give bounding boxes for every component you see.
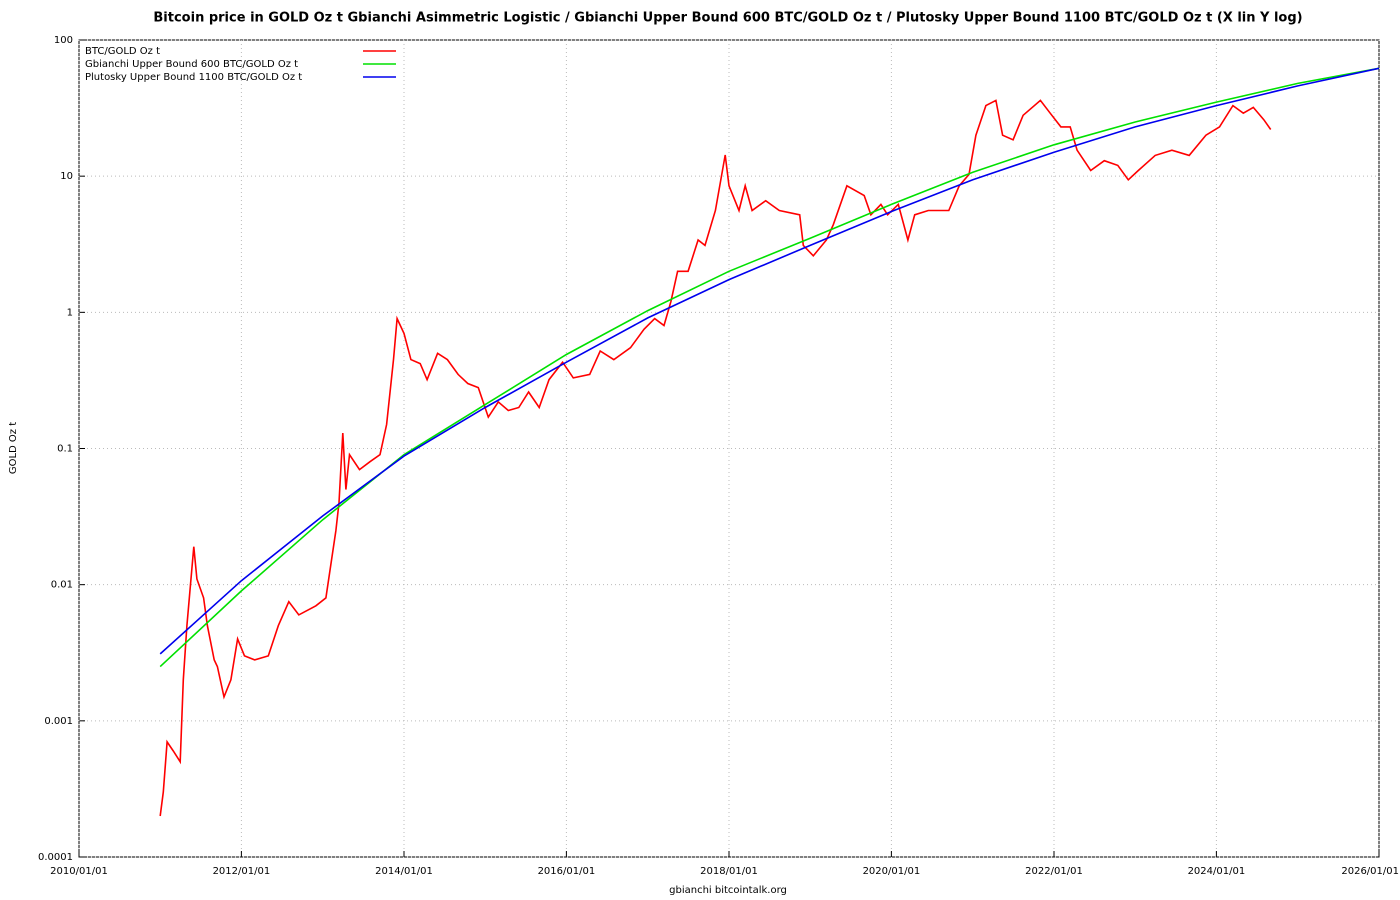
y-tick-label: 100: [54, 35, 73, 46]
x-tick-label: 2010/01/01: [50, 866, 108, 877]
legend-label: Gbianchi Upper Bound 600 BTC/GOLD Oz t: [85, 59, 298, 70]
chart-title: Bitcoin price in GOLD Oz t Gbianchi Asim…: [153, 11, 1302, 26]
y-tick-label: 0.0001: [38, 852, 73, 863]
x-tick-label: 2018/01/01: [700, 866, 758, 877]
x-tick-label: 2020/01/01: [863, 866, 921, 877]
series-line: [159, 67, 1380, 655]
x-tick-label: 2014/01/01: [375, 866, 433, 877]
x-tick-label: 2012/01/01: [213, 866, 271, 877]
x-tick-label: 2024/01/01: [1188, 866, 1246, 877]
y-tick-label: 0.1: [57, 444, 73, 455]
legend-label: Plutosky Upper Bound 1100 BTC/GOLD Oz t: [85, 72, 302, 83]
x-tick-label: 2016/01/01: [538, 866, 596, 877]
y-tick-label: 10: [60, 171, 73, 182]
series-line: [159, 99, 1272, 817]
x-tick-label: 2022/01/01: [1025, 866, 1083, 877]
y-tick-label: 1: [67, 307, 73, 318]
legend-label: BTC/GOLD Oz t: [85, 46, 160, 57]
y-tick-label: 0.001: [44, 716, 73, 727]
series-line: [159, 67, 1380, 668]
x-tick-label: 2026/01/01: [1341, 866, 1399, 877]
y-axis-label: GOLD Oz t: [8, 422, 19, 474]
y-tick-label: 0.01: [51, 580, 73, 591]
x-axis-label: gbianchi bitcointalk.org: [669, 885, 787, 896]
